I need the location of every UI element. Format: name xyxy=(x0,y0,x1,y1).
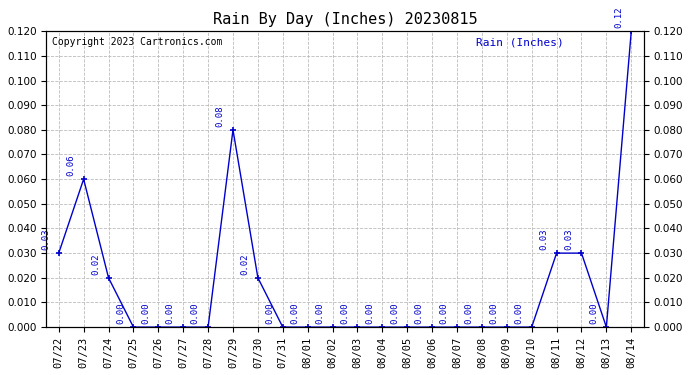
Text: Copyright 2023 Cartronics.com: Copyright 2023 Cartronics.com xyxy=(52,37,223,47)
Text: 0.00: 0.00 xyxy=(340,303,349,324)
Rain (Inches) xyxy=(104,276,112,280)
Text: Rain (Inches): Rain (Inches) xyxy=(476,37,564,47)
Title: Rain By Day (Inches) 20230815: Rain By Day (Inches) 20230815 xyxy=(213,12,477,27)
Rain (Inches) xyxy=(553,251,561,255)
Text: 0.03: 0.03 xyxy=(41,229,50,251)
Text: 0.00: 0.00 xyxy=(266,303,275,324)
Line: Rain (Inches): Rain (Inches) xyxy=(55,28,635,330)
Rain (Inches) xyxy=(279,325,287,329)
Text: 0.00: 0.00 xyxy=(365,303,374,324)
Rain (Inches) xyxy=(378,325,386,329)
Rain (Inches) xyxy=(229,128,237,132)
Text: 0.00: 0.00 xyxy=(290,303,299,324)
Text: 0.03: 0.03 xyxy=(564,229,573,251)
Text: 0.00: 0.00 xyxy=(390,303,399,324)
Rain (Inches) xyxy=(328,325,337,329)
Text: 0.00: 0.00 xyxy=(514,303,523,324)
Rain (Inches) xyxy=(79,177,88,182)
Rain (Inches) xyxy=(154,325,162,329)
Text: 0.00: 0.00 xyxy=(141,303,150,324)
Text: 0.06: 0.06 xyxy=(66,155,75,176)
Text: 0.00: 0.00 xyxy=(415,303,424,324)
Rain (Inches) xyxy=(254,276,262,280)
Text: 0.00: 0.00 xyxy=(190,303,200,324)
Rain (Inches) xyxy=(627,29,635,33)
Text: 0.00: 0.00 xyxy=(315,303,324,324)
Rain (Inches) xyxy=(477,325,486,329)
Rain (Inches) xyxy=(353,325,362,329)
Rain (Inches) xyxy=(304,325,312,329)
Text: 0.02: 0.02 xyxy=(241,254,250,275)
Rain (Inches) xyxy=(204,325,213,329)
Rain (Inches) xyxy=(179,325,188,329)
Rain (Inches) xyxy=(578,251,586,255)
Text: 0.00: 0.00 xyxy=(166,303,175,324)
Rain (Inches) xyxy=(528,325,536,329)
Text: 0.00: 0.00 xyxy=(589,303,598,324)
Text: 0.00: 0.00 xyxy=(464,303,473,324)
Rain (Inches) xyxy=(428,325,436,329)
Rain (Inches) xyxy=(502,325,511,329)
Text: 0.00: 0.00 xyxy=(489,303,498,324)
Text: 0.00: 0.00 xyxy=(440,303,449,324)
Rain (Inches) xyxy=(403,325,411,329)
Rain (Inches) xyxy=(129,325,137,329)
Text: 0.12: 0.12 xyxy=(614,7,623,28)
Rain (Inches) xyxy=(453,325,461,329)
Text: 0.03: 0.03 xyxy=(540,229,549,251)
Text: 0.08: 0.08 xyxy=(216,106,225,127)
Rain (Inches) xyxy=(602,325,611,329)
Text: 0.00: 0.00 xyxy=(116,303,125,324)
Rain (Inches) xyxy=(55,251,63,255)
Text: 0.02: 0.02 xyxy=(91,254,100,275)
